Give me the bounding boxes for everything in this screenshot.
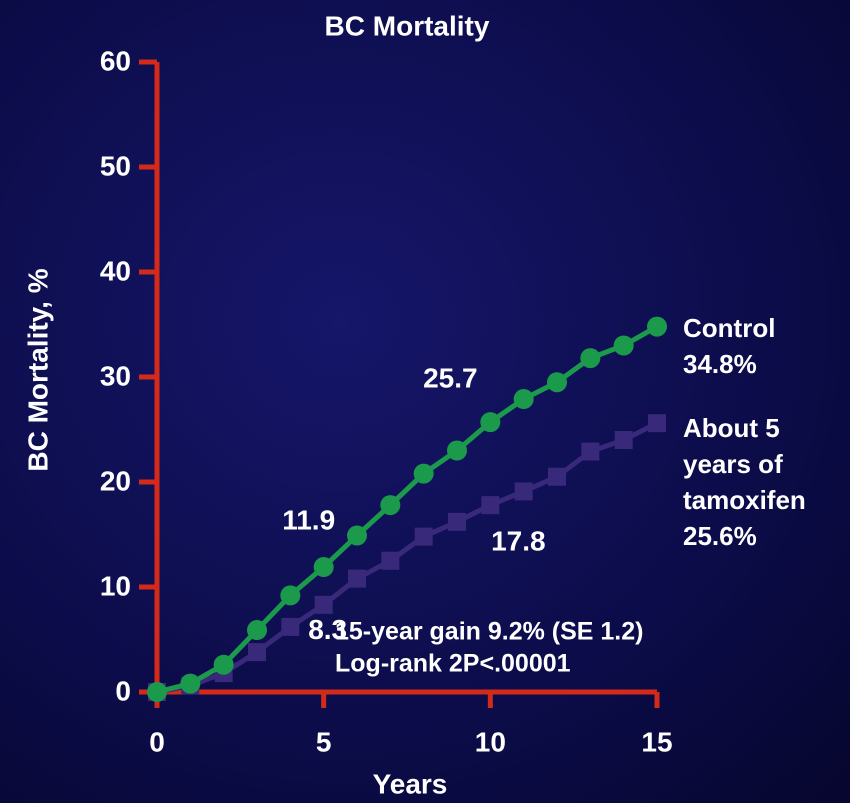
point xyxy=(248,643,266,662)
data-label: 11.9 xyxy=(282,504,335,535)
series-label: About 5 years of tamoxifen 25.6% xyxy=(683,410,833,554)
point xyxy=(314,595,333,614)
chart-title: BC Mortality xyxy=(325,10,490,41)
point xyxy=(348,569,366,588)
series-label: Control 34.8% xyxy=(683,310,843,382)
point xyxy=(281,617,300,636)
point xyxy=(648,414,666,433)
y-tick-label: 60 xyxy=(100,45,131,76)
y-tick-label: 20 xyxy=(100,465,131,496)
y-tick-label: 30 xyxy=(100,360,131,391)
point xyxy=(347,525,367,546)
point xyxy=(448,512,466,531)
annotation: Log-rank 2P<.00001 xyxy=(335,650,571,678)
legend-entry: About 5 years of tamoxifen xyxy=(683,413,806,515)
point xyxy=(180,673,201,694)
point xyxy=(548,467,566,486)
point xyxy=(381,551,400,570)
point xyxy=(380,495,401,516)
point xyxy=(513,389,534,410)
point xyxy=(514,482,533,501)
point xyxy=(414,527,433,546)
data-label: 8.3 xyxy=(308,614,347,645)
point xyxy=(580,348,601,369)
x-tick-label: 5 xyxy=(316,726,332,757)
point xyxy=(213,654,234,675)
point xyxy=(614,431,633,449)
point xyxy=(413,463,434,484)
point xyxy=(280,585,301,606)
y-tick-label: 40 xyxy=(100,255,131,286)
point xyxy=(480,412,501,433)
point xyxy=(147,682,167,702)
end-label: 34.8% xyxy=(683,349,757,379)
y-tick-label: 10 xyxy=(100,570,131,601)
data-label: 25.7 xyxy=(423,363,478,394)
point xyxy=(313,557,334,578)
point xyxy=(613,335,634,356)
annotation: 15-year gain 9.2% (SE 1.2) xyxy=(335,618,643,646)
point xyxy=(581,442,600,461)
point xyxy=(247,620,267,641)
point xyxy=(547,372,567,393)
data-label: 17.8 xyxy=(491,525,546,556)
series-line xyxy=(156,420,659,695)
x-tick-label: 0 xyxy=(149,726,165,757)
x-tick-label: 10 xyxy=(475,726,506,757)
point xyxy=(647,316,667,337)
point xyxy=(447,440,467,461)
x-tick-label: 15 xyxy=(641,726,672,757)
point xyxy=(481,496,500,515)
y-tick-label: 50 xyxy=(100,150,131,181)
legend-entry: Control xyxy=(683,313,776,343)
y-axis-label: BC Mortality, % xyxy=(22,268,53,471)
end-label: 25.6% xyxy=(683,521,757,551)
series-line xyxy=(156,324,659,695)
x-axis-label: Years xyxy=(373,768,448,799)
y-tick-label: 0 xyxy=(115,675,131,706)
